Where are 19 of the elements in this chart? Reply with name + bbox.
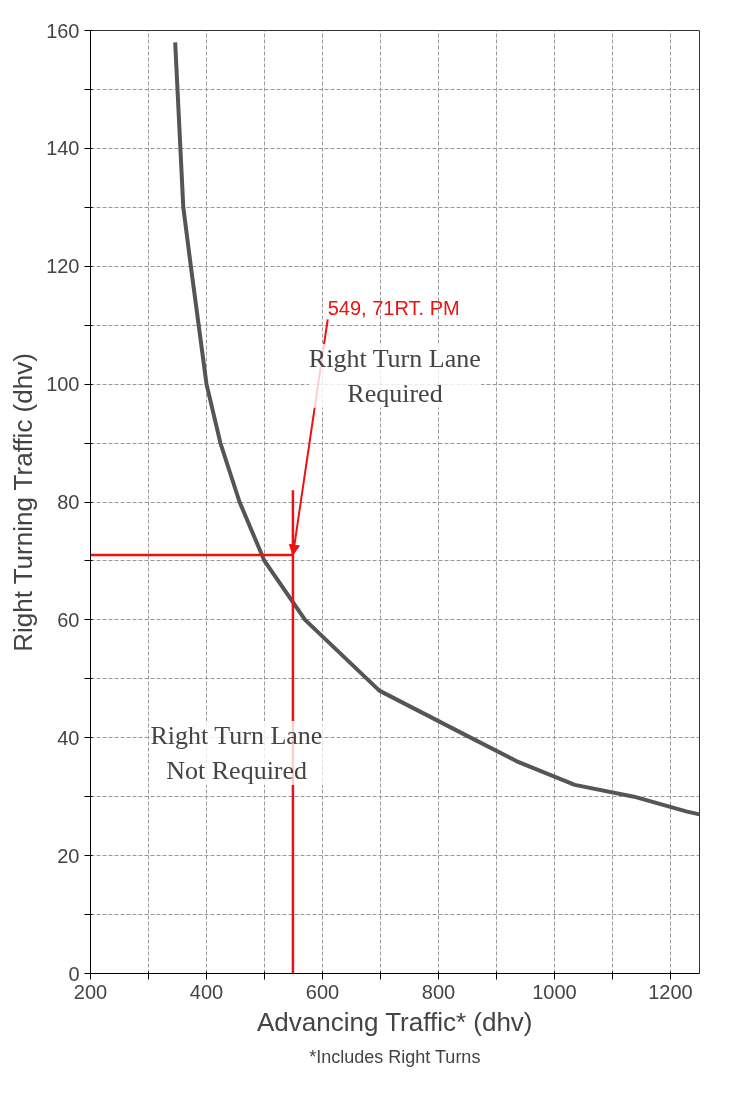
y-tick-label: 60 xyxy=(57,608,80,631)
x-tick-label: 800 xyxy=(421,980,456,1003)
y-axis-title: Right Turning Traffic (dhv) xyxy=(8,353,39,652)
annotation: 549, 71RT. PM xyxy=(327,297,460,320)
annotation: Right Turn Lane Not Required xyxy=(150,721,323,785)
annotation: Right Turn Lane Required xyxy=(308,343,481,408)
y-tick-label: 120 xyxy=(46,255,80,278)
y-tick-label: 40 xyxy=(57,726,80,749)
x-tick-label: 400 xyxy=(189,980,224,1003)
y-tick-label: 20 xyxy=(57,844,80,867)
text: *Includes Right Turns xyxy=(309,1046,481,1067)
y-tick-label: 80 xyxy=(57,491,80,513)
x-tick-label: 600 xyxy=(305,980,340,1003)
y-tick-label: 100 xyxy=(46,373,80,396)
x-axis-title: Advancing Traffic* (dhv) xyxy=(257,1006,533,1037)
y-tick-label: 160 xyxy=(46,19,80,42)
x-tick-label: 1000 xyxy=(532,980,577,1003)
y-tick-label: 140 xyxy=(46,137,80,160)
x-tick-label: 1200 xyxy=(648,980,693,1003)
